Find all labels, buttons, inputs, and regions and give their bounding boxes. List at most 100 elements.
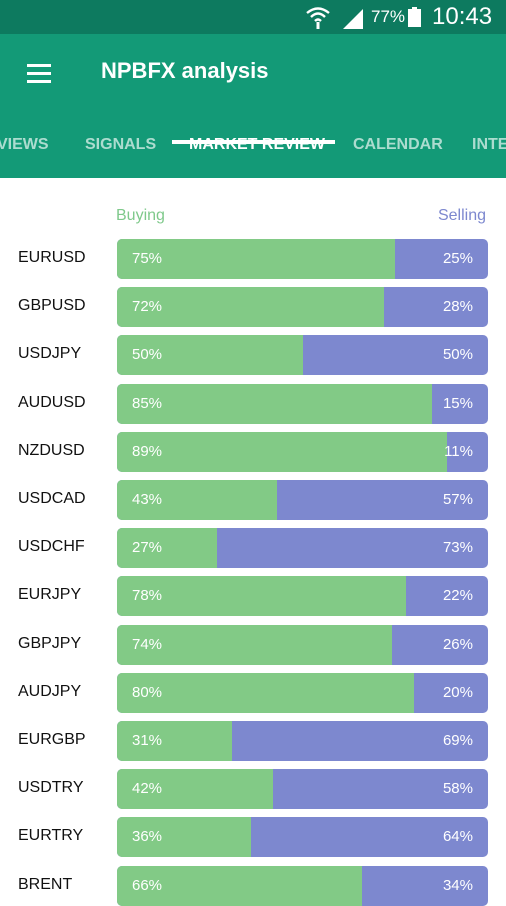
sentiment-bar: 31% 69%	[117, 721, 488, 761]
buying-percent: 50%	[132, 346, 163, 364]
selling-percent: 28%	[442, 298, 473, 316]
selling-percent: 15%	[442, 394, 473, 412]
selling-percent: 25%	[442, 250, 473, 267]
buying-percent: 75%	[132, 250, 163, 267]
sentiment-bar: 36% 64%	[117, 817, 488, 858]
sentiment-bar: 50% 50%	[117, 335, 488, 376]
pair-label: USDCAD	[18, 490, 86, 507]
market-row-brent[interactable]: BRENT 66% 34%	[0, 865, 506, 906]
clock: 10:43	[432, 3, 493, 30]
buying-percent: 74%	[132, 635, 163, 653]
buying-percent: 89%	[132, 442, 163, 460]
battery-percentage: 77%	[371, 7, 406, 26]
buying-fill	[117, 335, 303, 376]
pair-label: AUDJPY	[18, 682, 82, 700]
pair-label: NZDUSD	[18, 441, 85, 459]
sentiment-bar: 27% 73%	[117, 528, 488, 569]
market-row-nzdusd[interactable]: NZDUSD 89% 11%	[0, 431, 506, 472]
buying-percent: 72%	[132, 298, 163, 316]
wifi-icon	[306, 7, 330, 29]
sentiment-bar: 80% 20%	[117, 672, 488, 713]
buying-fill	[117, 431, 448, 472]
market-row-eurusd[interactable]: EURUSD 75% 25%	[0, 239, 506, 279]
pair-label: GBPUSD	[18, 297, 86, 315]
buying-fill	[117, 480, 277, 520]
app-title: NPBFX analysis	[101, 58, 269, 83]
buying-fill	[117, 672, 414, 713]
market-row-gbpusd[interactable]: GBPUSD 72% 28%	[0, 287, 506, 328]
selling-percent: 73%	[442, 539, 473, 557]
buying-fill	[117, 528, 218, 569]
pair-label: EURJPY	[18, 586, 82, 604]
buying-header: Buying	[116, 207, 165, 224]
active-tab-indicator	[172, 140, 335, 144]
sentiment-bar: 42% 58%	[117, 769, 488, 810]
buying-fill	[117, 576, 407, 617]
market-row-audusd[interactable]: AUDUSD 85% 15%	[0, 383, 506, 424]
market-row-eurgbp[interactable]: EURGBP 31% 69%	[0, 721, 506, 761]
selling-percent: 58%	[442, 780, 473, 798]
buying-fill	[117, 624, 392, 665]
sentiment-bar: 66% 34%	[117, 865, 488, 906]
buying-fill	[117, 865, 362, 906]
pair-label: BRENT	[18, 875, 73, 893]
sentiment-bar: 89% 11%	[117, 431, 488, 472]
selling-percent: 11%	[444, 442, 473, 460]
selling-header: Selling	[437, 207, 486, 224]
selling-percent: 34%	[442, 876, 473, 894]
selling-percent: 26%	[442, 635, 473, 653]
tab-calendar[interactable]: CALENDAR	[353, 136, 443, 153]
pair-label: EURTRY	[18, 827, 84, 845]
buying-percent: 85%	[132, 394, 163, 412]
buying-percent: 27%	[132, 539, 163, 557]
buying-percent: 36%	[132, 828, 163, 846]
sentiment-bar: 78% 22%	[117, 576, 488, 617]
buying-percent: 31%	[132, 732, 163, 749]
tab-views[interactable]: VIEWS	[0, 136, 49, 153]
buying-fill	[117, 817, 251, 858]
signal-icon	[343, 9, 363, 29]
buying-fill	[117, 769, 273, 810]
sentiment-bar: 43% 57%	[117, 480, 488, 520]
pair-label: USDTRY	[18, 779, 84, 797]
market-row-eurtry[interactable]: EURTRY 36% 64%	[0, 817, 506, 858]
selling-percent: 22%	[442, 587, 473, 605]
tab-signals[interactable]: SIGNALS	[85, 136, 157, 153]
market-row-eurjpy[interactable]: EURJPY 78% 22%	[0, 576, 506, 617]
buying-percent: 78%	[132, 587, 163, 605]
status-bar: 77% 10:43	[0, 0, 506, 34]
sentiment-bar: 72% 28%	[117, 287, 488, 328]
tab-inte[interactable]: INTE	[472, 136, 506, 153]
market-row-usdcad[interactable]: USDCAD 43% 57%	[0, 480, 506, 520]
sentiment-bar: 85% 15%	[117, 383, 488, 424]
selling-percent: 64%	[442, 828, 473, 846]
tab-market-review[interactable]: MARKET REVIEW	[189, 136, 325, 153]
selling-percent: 20%	[442, 683, 473, 701]
sentiment-bar: 74% 26%	[117, 624, 488, 665]
app-bar: NPBFX analysis VIEWS SIGNALS MARKET REVI…	[0, 34, 506, 178]
pair-label: EURGBP	[18, 731, 86, 748]
pair-label: USDCHF	[18, 538, 85, 556]
menu-icon[interactable]	[24, 62, 54, 86]
buying-fill	[117, 383, 433, 424]
buying-fill	[117, 721, 232, 761]
market-row-gbpjpy[interactable]: GBPJPY 74% 26%	[0, 624, 506, 665]
market-row-usdchf[interactable]: USDCHF 27% 73%	[0, 528, 506, 569]
pair-label: GBPJPY	[18, 634, 82, 652]
buying-fill	[117, 239, 396, 279]
buying-percent: 66%	[132, 876, 163, 894]
battery-icon	[408, 7, 421, 27]
selling-percent: 69%	[442, 732, 473, 749]
pair-label: EURUSD	[18, 249, 86, 266]
pair-label: AUDUSD	[18, 393, 86, 411]
market-row-audjpy[interactable]: AUDJPY 80% 20%	[0, 672, 506, 713]
buying-fill	[117, 287, 385, 328]
selling-percent: 50%	[442, 346, 473, 364]
market-row-usdtry[interactable]: USDTRY 42% 58%	[0, 769, 506, 810]
buying-percent: 43%	[132, 491, 163, 508]
pair-label: USDJPY	[18, 345, 82, 363]
sentiment-bar: 75% 25%	[117, 239, 488, 279]
buying-percent: 80%	[132, 683, 163, 701]
market-row-usdjpy[interactable]: USDJPY 50% 50%	[0, 335, 506, 376]
tab-bar: VIEWS SIGNALS MARKET REVIEW CALENDAR INT…	[0, 130, 506, 178]
